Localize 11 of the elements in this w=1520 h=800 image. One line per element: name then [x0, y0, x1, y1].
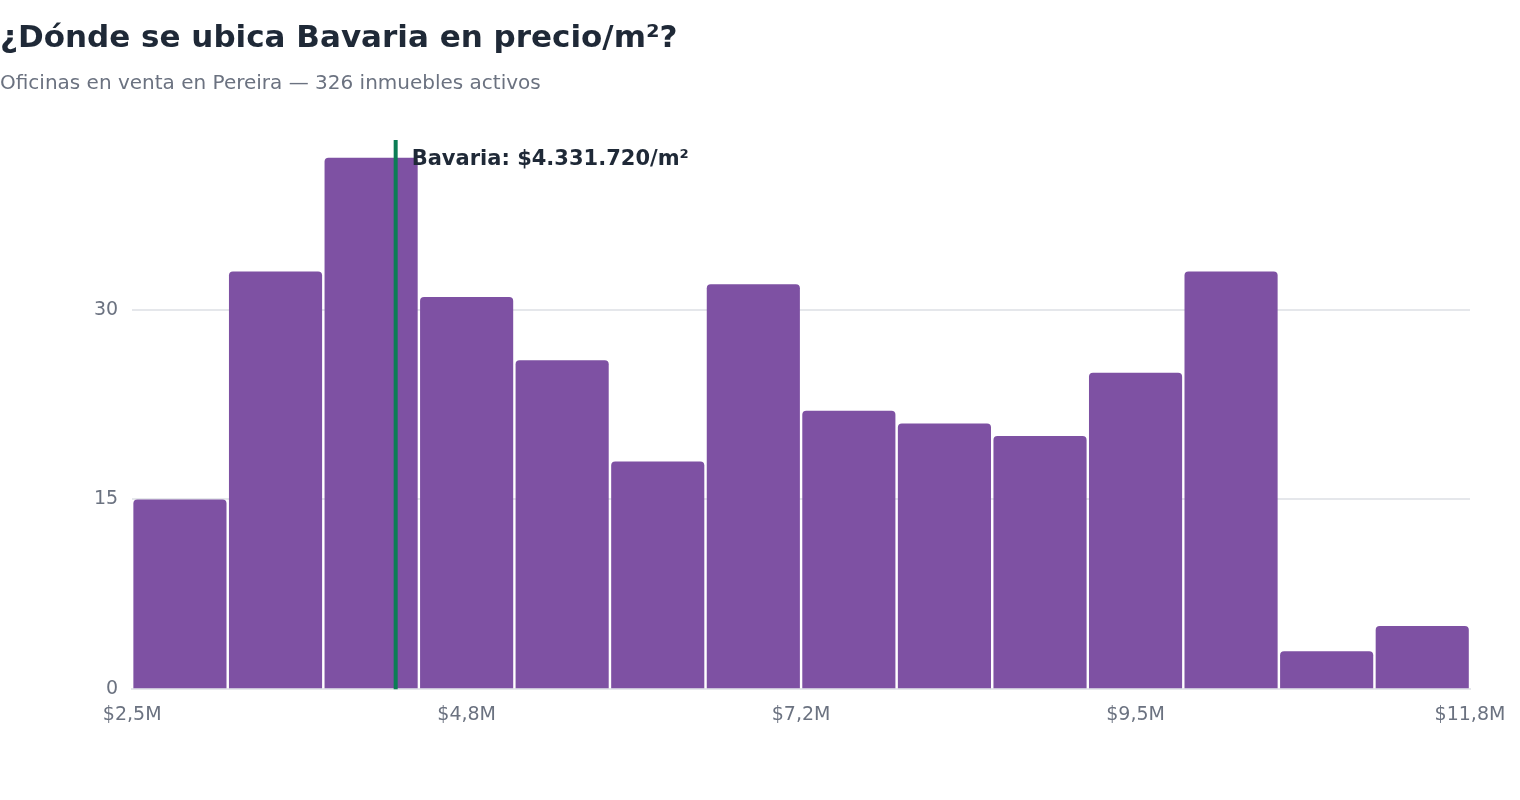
x-tick-label: $2,5M	[102, 701, 162, 724]
chart-subtitle: Oficinas en venta en Pereira — 326 inmuebles activos	[0, 70, 541, 94]
x-tick-label: $4,8M	[437, 701, 496, 724]
y-tick-label: 0	[106, 676, 119, 699]
x-tick-label: $7,2M	[771, 701, 831, 724]
chart-title: ¿Dónde se ubica Bavaria en precio/m²?	[0, 18, 678, 54]
ref-line-label: Bavaria: $4.331.720/m²	[411, 146, 689, 171]
x-tick-label: $9,5M	[1106, 701, 1165, 724]
x-tick-label: $11,8M	[1434, 701, 1506, 724]
y-tick-label: 15	[93, 486, 119, 509]
y-tick-label: 30	[93, 296, 119, 319]
